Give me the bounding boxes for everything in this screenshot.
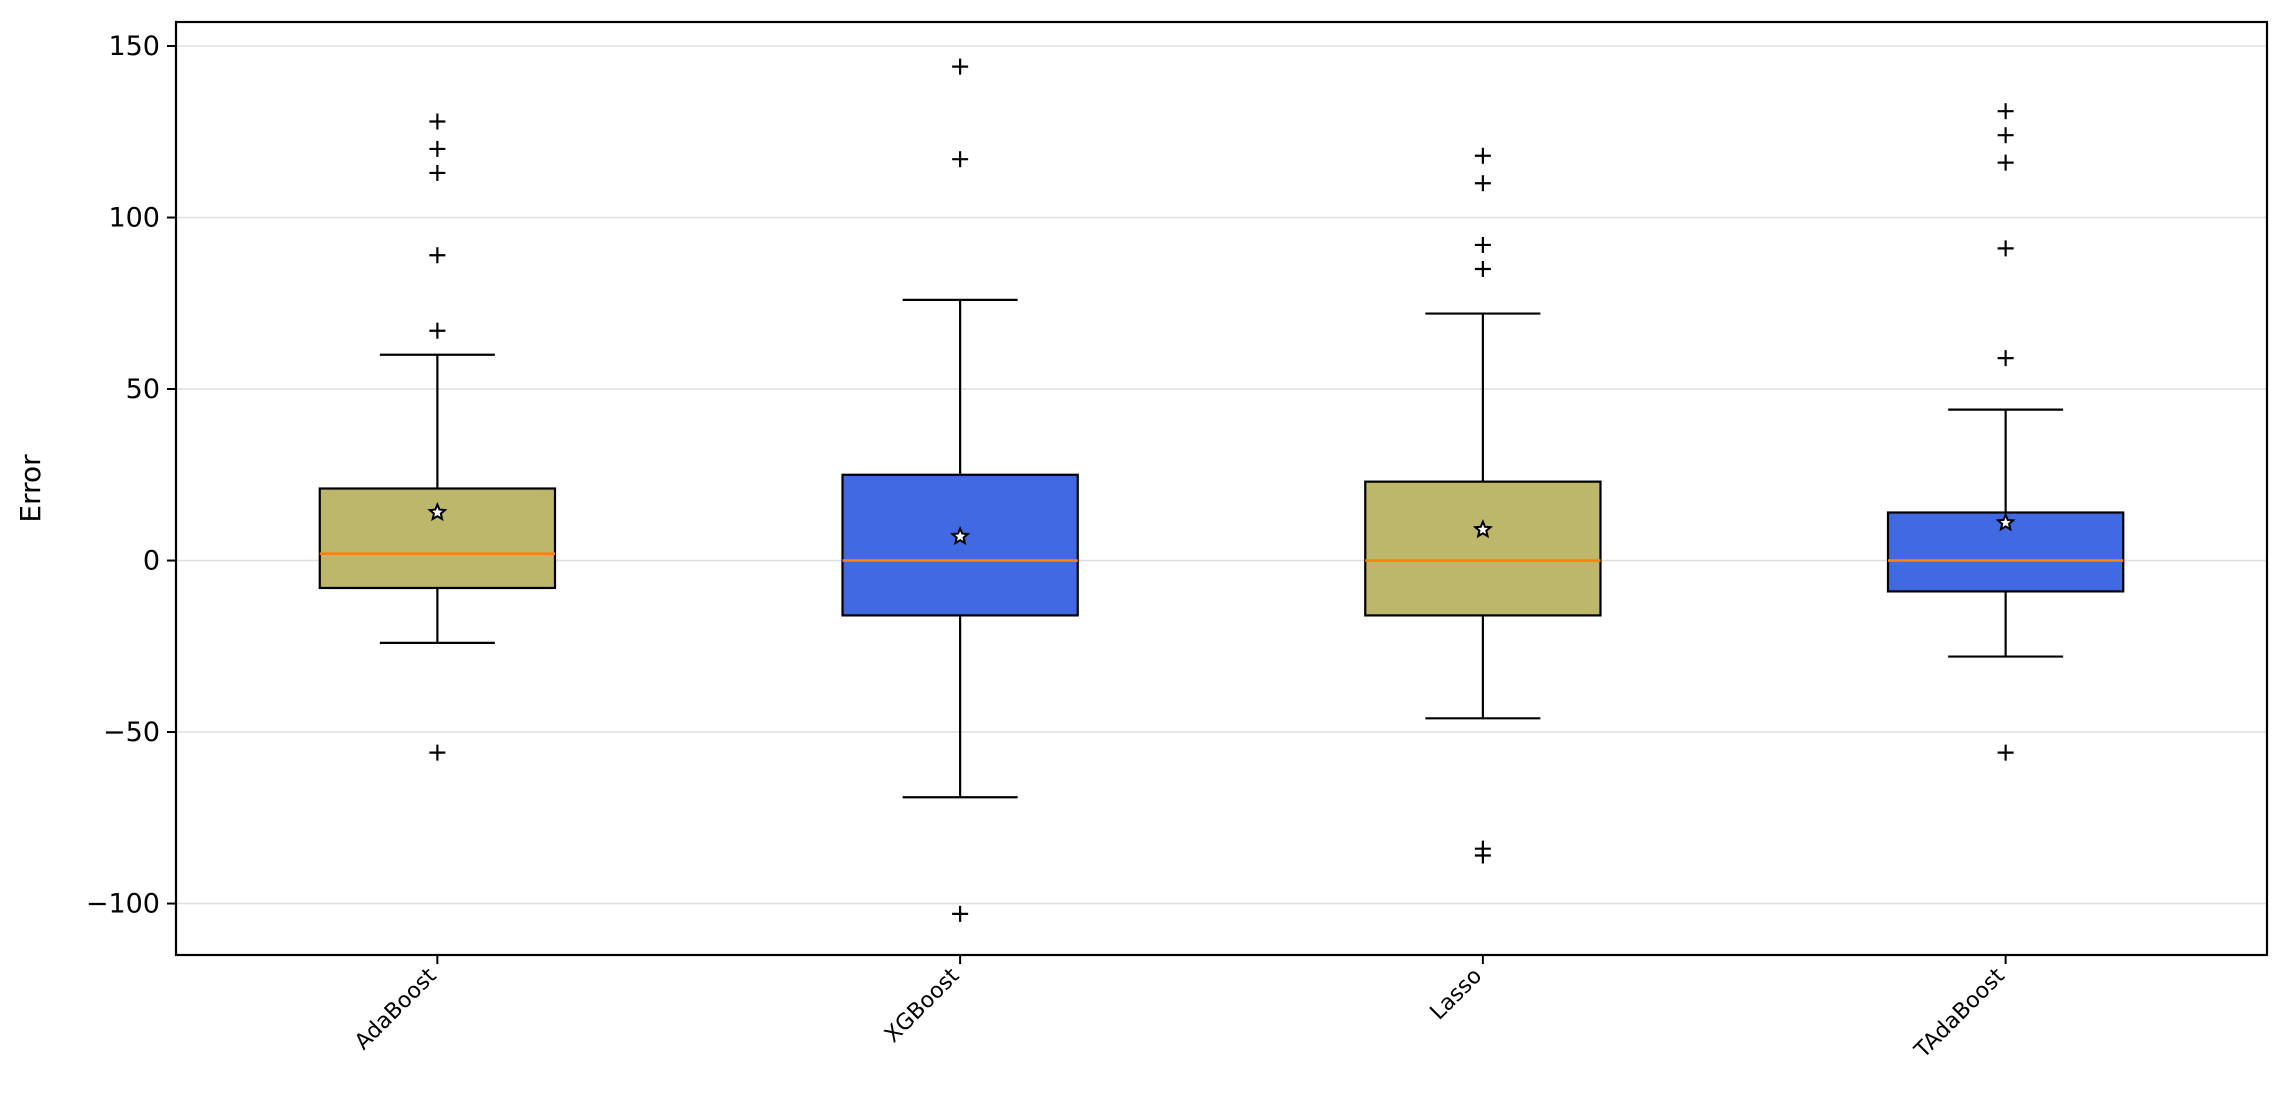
boxes <box>318 58 2125 922</box>
outlier-point <box>952 151 969 168</box>
x-tick-label-adaboost: AdaBoost <box>350 963 442 1055</box>
box-xgboost <box>841 58 1079 922</box>
outlier-point <box>1997 103 2014 120</box>
x-axis: AdaBoost XGBoost Lasso TAdaBoost <box>350 955 2010 1064</box>
outlier-point <box>429 247 446 264</box>
y-axis-title: Error <box>14 454 47 523</box>
outlier-point <box>1474 236 1491 253</box>
outlier-point <box>1474 147 1491 164</box>
mean-marker <box>427 501 448 522</box>
outlier-point <box>1474 260 1491 277</box>
box-tadaboost <box>1886 103 2125 761</box>
outlier-point <box>1997 240 2014 257</box>
outlier-point <box>429 322 446 339</box>
box-adaboost <box>318 113 557 761</box>
y-tick-label: 150 <box>108 31 160 62</box>
outlier-point <box>429 164 446 181</box>
outlier-point <box>1997 350 2014 367</box>
x-tick-label-tadaboost: TAdaBoost <box>1909 963 2010 1064</box>
outlier-point <box>429 744 446 761</box>
outlier-point <box>1997 744 2014 761</box>
mean-marker <box>950 525 971 546</box>
outlier-point <box>429 113 446 130</box>
outlier-point <box>1474 175 1491 192</box>
x-tick-label-xgboost: XGBoost <box>880 963 965 1048</box>
box-iqr <box>1364 480 1602 617</box>
y-tick-label: 0 <box>143 546 160 577</box>
plot-frame <box>174 20 2269 957</box>
box-iqr <box>841 473 1079 617</box>
y-tick-label: 50 <box>126 374 160 405</box>
y-axis: −100 −50 0 50 100 150 <box>86 31 176 920</box>
mean-marker <box>1995 512 2016 532</box>
outlier-point <box>952 905 969 922</box>
outlier-point <box>1997 154 2014 171</box>
outlier-point <box>1997 127 2014 144</box>
outlier-point <box>429 140 446 157</box>
mean-marker <box>1472 519 1493 539</box>
x-tick-label-lasso: Lasso <box>1426 964 1488 1026</box>
y-tick-label: 100 <box>108 203 160 234</box>
y-tick-label: −100 <box>86 889 160 920</box>
grid-lines <box>176 45 2267 905</box>
box-lasso <box>1364 147 1602 864</box>
y-tick-label: −50 <box>103 717 160 748</box>
outlier-point <box>1474 847 1491 864</box>
outlier-point <box>952 58 969 75</box>
